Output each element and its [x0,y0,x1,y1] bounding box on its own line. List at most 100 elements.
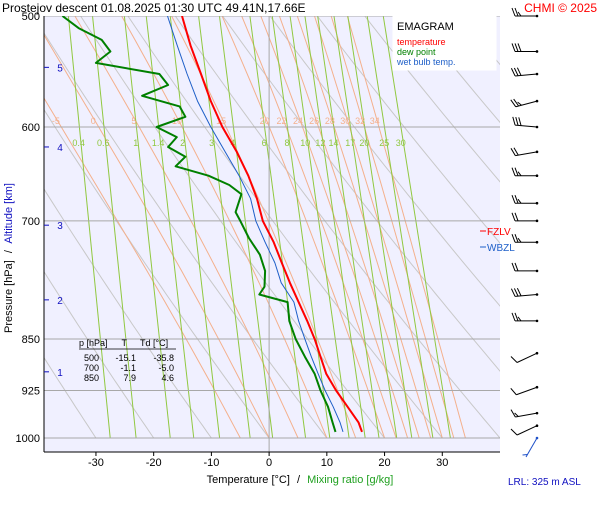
mixing-ratio-label: 17 [345,138,355,148]
dry-adiabat [533,0,600,438]
x-axis-separator: / [297,474,301,486]
wind-barb-staff [517,353,537,362]
wind-barb-feather [516,117,518,125]
table-row-p: 850 [84,373,99,383]
wind-barb [511,68,538,76]
altitude-tick-label: 3 [57,221,63,232]
wind-barb-station [536,270,539,273]
table-row-t: 7.9 [123,373,136,383]
copyright-text: CHMI © 2025 [524,1,597,15]
y-axis-separator: / [3,249,15,253]
legend-title: EMAGRAM [397,21,454,33]
wind-barb [512,213,538,222]
wind-barb [512,168,538,177]
wind-barb [511,410,538,417]
wind-barb-station [536,15,539,18]
wind-barb-staff [515,125,537,127]
wind-barb-feather [518,199,521,203]
lrl-text: LRL: 325 m ASL [508,477,581,488]
legend-box: EMAGRAM temperature dew point wet bulb t… [393,16,496,70]
wind-barb [512,234,538,243]
wind-barb [511,288,538,296]
wind-barb [511,386,539,395]
mixing-ratio-label: 0.6 [97,138,110,148]
mixing-ratio-label: 25 [379,138,389,148]
wind-barb-feather [519,117,521,125]
altitude-tick-label: 1 [57,368,63,379]
table-row-p: 700 [84,363,99,373]
chart-title: Prostejov descent 01.08.2025 01:30 UTC 4… [2,1,306,15]
moist-adiabat-label: 30 [340,116,350,126]
wind-barb-station [536,424,539,427]
wind-barb-station [536,50,539,53]
wind-barb-staff [515,74,537,76]
altitude-tick-label: 2 [57,296,63,307]
wind-barb-feather [515,168,518,176]
wind-barb-feather [515,8,518,16]
wind-barb-feather [518,317,521,321]
altitude-tick-label: 5 [57,63,63,74]
wind-barb-feather [523,454,528,455]
table-row-td: -5.0 [158,363,174,373]
pressure-tick-label: 600 [22,122,40,134]
moist-adiabat-label: 5 [131,116,136,126]
plot-area [44,16,500,452]
wind-barb-station [536,320,539,323]
legend-wet-bulb: wet bulb temp. [396,57,456,67]
wind-barb-feather [512,213,515,221]
y-axis-title: Pressure [hPa] / Altitude [km] [3,183,15,333]
moist-adiabat-label: 28 [325,116,335,126]
temperature-axis-title: Temperature [°C] [207,474,290,486]
mixing-ratio-label: 8 [285,138,290,148]
moist-adiabat-label: -5 [52,116,60,126]
moist-adiabat-label: 24 [293,116,303,126]
wind-barb [512,313,538,322]
wind-barb-station [536,386,539,389]
wind-barb-feather [512,43,515,51]
altitude-axis-title: Altitude [km] [3,183,15,244]
table-header-p: p [hPa] [79,338,108,348]
moist-adiabat-label: 22 [277,116,287,126]
pressure-tick-label: 1000 [16,433,40,445]
moist-adiabat-label: 26 [309,116,319,126]
fzlv-label: FZLV [487,227,511,238]
wind-barb-station [536,293,539,296]
mixing-ratio-label: 1.4 [152,138,165,148]
wind-barb-staff [516,387,537,395]
moist-adiabat-label: 32 [355,116,365,126]
mixing-ratio-label: 20 [359,138,369,148]
wind-barb-staff [516,101,537,107]
temperature-tick-label: -10 [203,457,219,469]
wind-barb [513,117,539,128]
table-row-td: 4.6 [161,373,174,383]
wind-barb-feather [512,234,515,242]
wind-barb-station [536,100,539,103]
wind-barb-staff [515,413,537,417]
mixing-ratio-label: 6 [262,138,267,148]
temperature-tick-label: 30 [436,457,448,469]
mixing-ratio-label: 0.4 [72,138,85,148]
moist-adiabat-label: 34 [370,116,380,126]
table-row-td: -35.8 [153,353,174,363]
wind-barb-feather [518,43,521,51]
table-row-t: -15.1 [115,353,136,363]
pressure-tick-label: 500 [22,11,40,23]
x-axis-title: Temperature [°C] / Mixing ratio [g/kg] [207,474,394,486]
wind-barb-station [536,73,539,76]
wind-barb-feather [518,238,521,242]
dry-adiabat [579,0,600,438]
svg-text:Pressure [hPa] / A: Pressure [hPa] / Altitude [km] [3,183,15,333]
wind-barb-staff [526,438,537,457]
wind-barb-station [536,412,539,415]
wind-barb-station [536,437,539,440]
table-header-td: Td [°C] [140,338,168,348]
wind-barb-feather [513,117,515,125]
mixing-ratio-label: 12 [315,138,325,148]
table-row-p: 500 [84,353,99,363]
temperature-tick-label: -30 [88,457,104,469]
wind-barb [512,195,538,204]
wind-barb-feather [511,357,517,363]
wind-barb-station [536,126,539,129]
